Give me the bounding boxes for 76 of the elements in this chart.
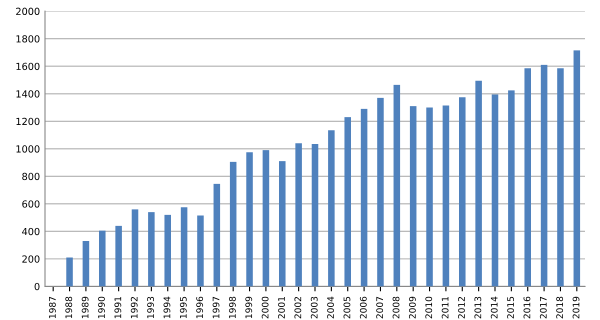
y-tick-label: 200 <box>22 255 40 263</box>
x-tick-label: 1989 <box>82 296 89 318</box>
y-tick-label: 1800 <box>16 35 40 43</box>
y-tick-label: 600 <box>22 200 40 208</box>
bar <box>295 143 302 286</box>
x-tick-label: 1996 <box>196 296 204 318</box>
x-tick-label: 1991 <box>114 296 122 318</box>
x-tick-label: 1994 <box>164 296 170 318</box>
y-tick-label: 1200 <box>16 118 40 126</box>
bar <box>574 50 580 286</box>
bar <box>230 162 236 286</box>
bar <box>344 117 351 286</box>
x-tick-label: 2001 <box>278 296 285 318</box>
x-tick-label: 2000 <box>262 296 269 318</box>
x-tick-label: 2009 <box>408 296 416 318</box>
x-tick-label: 2003 <box>310 296 318 318</box>
y-tick-label: 800 <box>22 172 40 180</box>
bar <box>524 68 531 286</box>
bar <box>246 152 253 286</box>
y-tick-label: 1000 <box>16 145 40 153</box>
bar <box>115 226 122 286</box>
x-tick-label: 1992 <box>130 297 138 318</box>
x-tick-label: 2015 <box>507 296 514 318</box>
bar <box>442 105 450 286</box>
bar <box>99 230 106 286</box>
bar <box>279 161 286 286</box>
x-tick-label: 2012 <box>458 297 465 318</box>
bar <box>312 144 318 286</box>
x-tick-label: 2018 <box>556 296 564 318</box>
bar <box>197 216 204 286</box>
y-tick-label: 2000 <box>16 8 40 16</box>
bar <box>82 240 90 286</box>
x-tick-label: 2019 <box>572 296 580 318</box>
x-tick-label: 2002 <box>294 297 302 318</box>
bar <box>262 150 270 286</box>
x-tick-label: 1987 <box>48 296 56 318</box>
x-tick-label: 2007 <box>376 296 384 318</box>
y-tick-label: 400 <box>22 228 40 236</box>
bar <box>377 98 384 286</box>
bar <box>492 94 498 286</box>
bar <box>148 212 155 286</box>
y-tick-label: 1400 <box>16 90 40 98</box>
bar <box>132 209 138 286</box>
x-tick-label: 1993 <box>147 296 154 318</box>
x-tick-label: 2011 <box>442 296 449 318</box>
x-tick-label: 2013 <box>474 296 482 318</box>
x-tick-label: 2008 <box>392 296 400 318</box>
bar <box>180 207 188 286</box>
x-tick-label: 1988 <box>65 296 72 318</box>
x-tick-label: 2006 <box>360 296 367 318</box>
bar <box>214 184 220 286</box>
x-tick-label: 1997 <box>212 296 220 318</box>
x-tick-label: 2017 <box>540 296 547 318</box>
x-tick-label: 2014 <box>490 296 498 318</box>
x-tick-label: 2010 <box>425 296 432 318</box>
x-tick-label: 1998 <box>228 296 236 318</box>
bar <box>66 258 73 286</box>
x-tick-label: 1990 <box>98 296 105 318</box>
x-tick-label: 1995 <box>180 296 187 318</box>
bar <box>426 108 433 286</box>
y-tick-label: 1600 <box>16 62 40 70</box>
bar <box>360 108 368 286</box>
x-tick-label: 2016 <box>524 296 530 318</box>
bar <box>557 68 564 286</box>
bar <box>459 97 466 286</box>
y-tick-label: 0 <box>34 282 40 290</box>
bar <box>475 80 482 286</box>
x-tick-label: 2004 <box>327 296 334 318</box>
bar <box>540 64 548 286</box>
bar <box>328 130 335 286</box>
bar <box>394 84 400 286</box>
bar <box>164 214 171 286</box>
x-tick-label: 2005 <box>344 296 350 318</box>
x-tick-label: 1999 <box>245 296 252 318</box>
bar <box>508 90 515 286</box>
bar <box>410 106 416 286</box>
